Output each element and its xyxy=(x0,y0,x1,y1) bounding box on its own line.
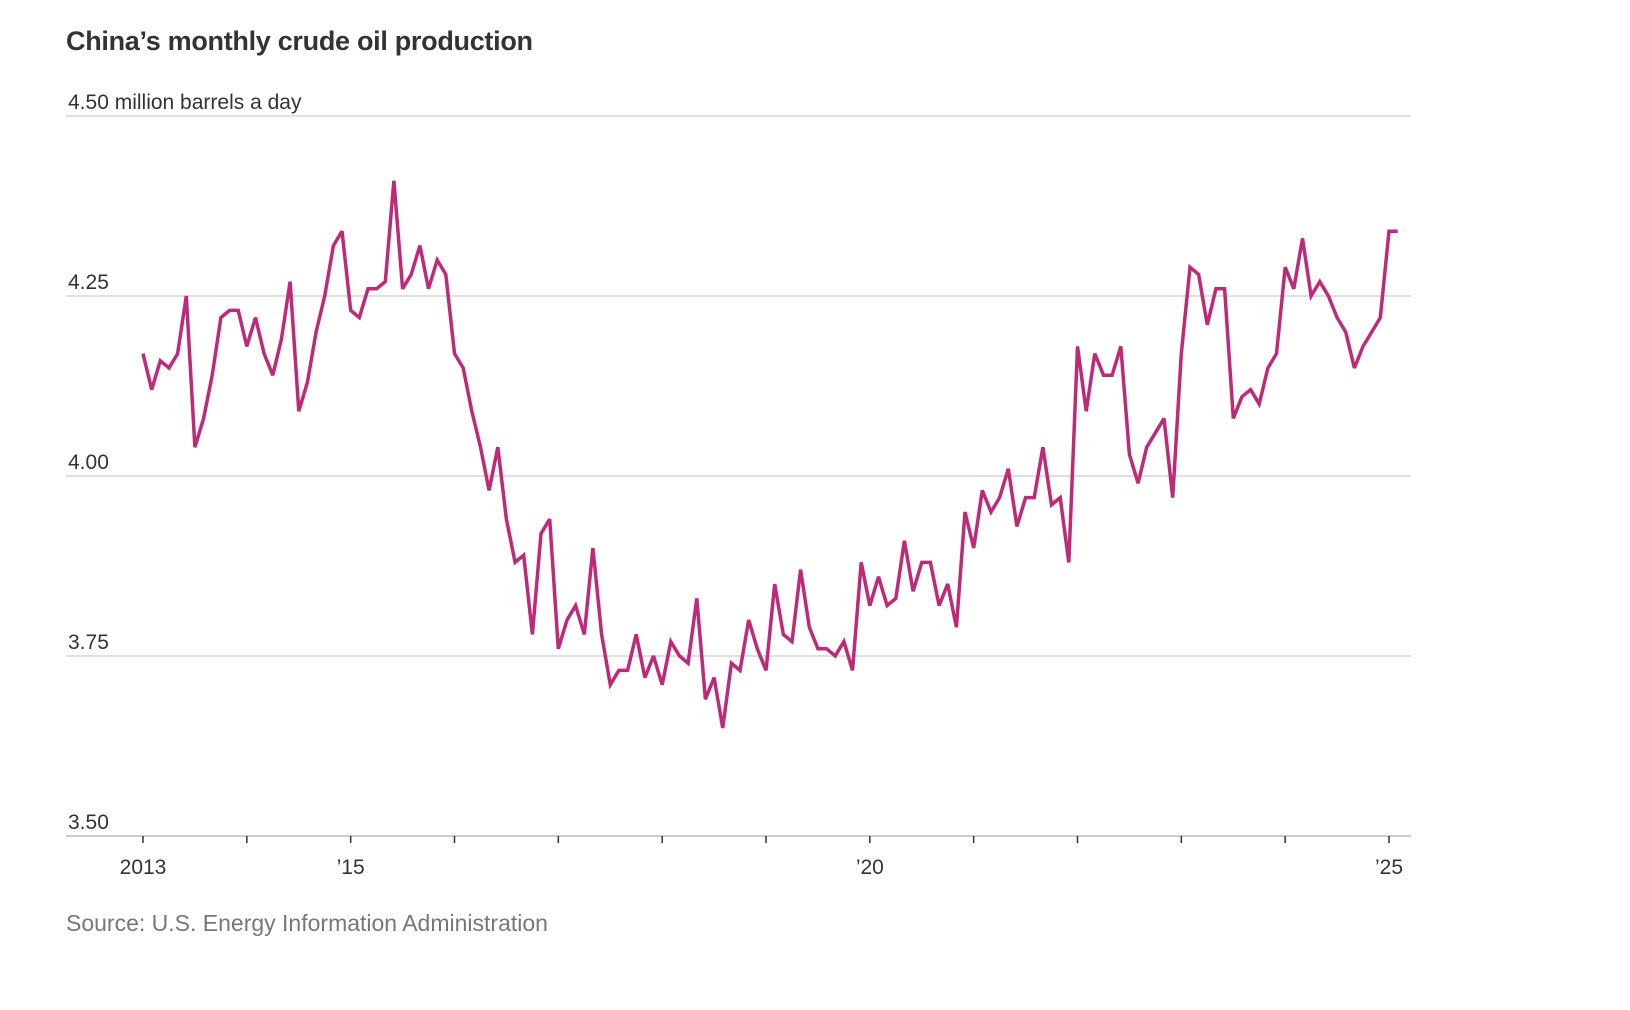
y-tick-label: 3.75 xyxy=(68,631,109,654)
source-note: Source: U.S. Energy Information Administ… xyxy=(66,910,548,936)
series-line-china-crude-production xyxy=(141,180,1398,729)
y-tick-label: 4.25 xyxy=(68,271,109,294)
x-tick-label: 2013 xyxy=(120,856,167,879)
x-tick-label: ’20 xyxy=(856,856,884,879)
x-tick-label: ’15 xyxy=(337,856,365,879)
y-tick-label: 3.50 xyxy=(68,811,109,834)
y-tick-label: 4.00 xyxy=(68,451,109,474)
y-tick-label: 4.50 million barrels a day xyxy=(68,91,302,114)
chart-title: China’s monthly crude oil production xyxy=(66,26,533,56)
x-tick-label: ’25 xyxy=(1375,856,1403,879)
